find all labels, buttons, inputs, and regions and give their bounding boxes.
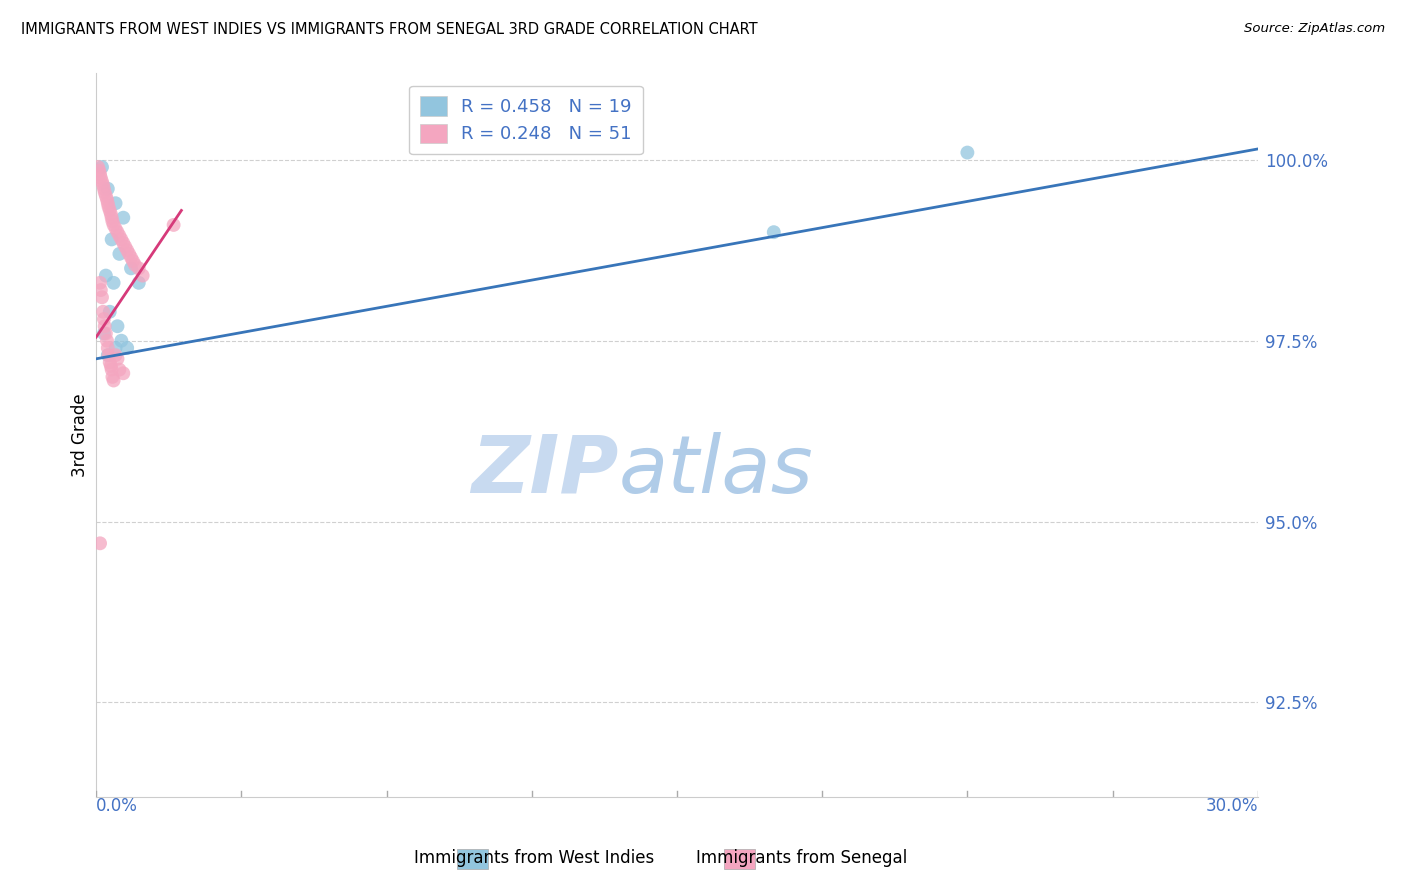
Point [110,232,132,246]
Point [128,276,150,290]
Point [114,240,136,254]
Point [91,160,114,174]
Point [110,334,132,348]
Point [93,312,115,326]
Point [100,359,122,373]
Point [120,261,142,276]
Point [91,174,114,188]
Point [98,305,121,319]
Point [89,167,111,181]
Point [115,244,138,258]
Point [91,178,114,193]
Point [956,145,979,160]
Y-axis label: 3rd Grade: 3rd Grade [72,393,89,476]
Point [97,196,120,211]
Point [104,348,127,362]
Point [131,268,153,283]
Point [100,207,122,221]
Point [107,319,129,334]
Point [93,319,115,334]
Point [98,203,121,218]
Point [100,362,122,376]
Point [104,341,127,355]
Legend: R = 0.458   N = 19, R = 0.248   N = 51: R = 0.458 N = 19, R = 0.248 N = 51 [409,86,643,154]
Point [107,351,129,366]
Point [90,283,112,297]
Point [100,211,122,225]
Point [94,326,117,341]
Point [89,163,111,178]
Point [91,305,114,319]
Point [104,221,127,235]
Point [103,374,125,388]
Point [97,348,120,362]
Point [97,182,120,196]
Text: Immigrants from West Indies: Immigrants from West Indies [415,849,654,867]
Point [93,182,115,196]
Point [115,341,138,355]
Point [94,189,117,203]
Text: atlas: atlas [619,432,814,510]
Point [89,536,111,550]
Point [96,193,118,207]
Point [93,186,115,200]
Point [97,341,120,355]
Point [162,218,184,232]
Point [118,247,141,261]
Text: Source: ZipAtlas.com: Source: ZipAtlas.com [1244,22,1385,36]
Text: ZIP: ZIP [471,432,619,510]
Point [98,355,121,369]
Point [103,276,125,290]
Point [108,247,131,261]
Point [108,228,131,243]
Point [122,254,145,268]
Point [112,211,135,225]
Point [94,268,117,283]
Text: Immigrants from Senegal: Immigrants from Senegal [696,849,907,867]
Point [97,348,120,362]
Point [100,232,122,246]
Point [112,366,135,380]
Point [128,261,150,276]
Text: IMMIGRANTS FROM WEST INDIES VS IMMIGRANTS FROM SENEGAL 3RD GRADE CORRELATION CHA: IMMIGRANTS FROM WEST INDIES VS IMMIGRANT… [21,22,758,37]
Point [90,170,112,185]
Point [96,334,118,348]
Point [101,370,124,384]
Point [104,196,127,211]
Point [103,218,125,232]
Point [101,214,124,228]
Point [762,225,785,239]
Point [120,251,142,265]
Text: 30.0%: 30.0% [1205,797,1258,814]
Point [87,160,110,174]
Text: 0.0%: 0.0% [96,797,138,814]
Point [93,326,115,341]
Point [108,362,131,376]
Point [112,235,135,250]
Point [97,200,120,214]
Point [91,290,114,304]
Point [124,258,146,272]
Point [107,225,129,239]
Point [89,276,111,290]
